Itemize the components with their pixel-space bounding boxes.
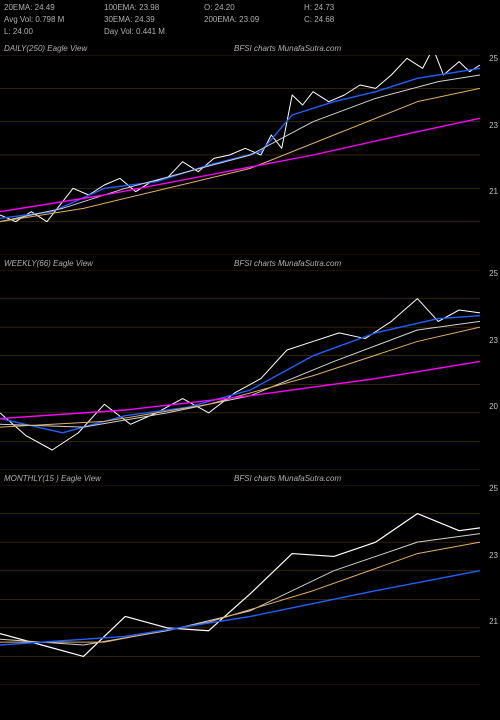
- series-line: [0, 118, 480, 211]
- chart-title-left: DAILY(250) Eagle View: [4, 44, 234, 53]
- series-line: [0, 68, 480, 218]
- chart-title-left: WEEKLY(66) Eagle View: [4, 259, 234, 268]
- stat-ema30: 30EMA: 24.39: [104, 14, 204, 26]
- stat-high: H: 24.73: [304, 2, 404, 14]
- stat-open: O: 24.20: [204, 2, 304, 14]
- chart-panel: 252321: [0, 485, 500, 685]
- chart-title-right: BFSI charts MunafaSutra.com: [234, 259, 341, 268]
- chart-title-right: BFSI charts MunafaSutra.com: [234, 474, 341, 483]
- series-line: [0, 571, 480, 645]
- chart-title-left: MONTHLY(15 ) Eagle View: [4, 474, 234, 483]
- stat-ema100: 100EMA: 23.98: [104, 2, 204, 14]
- series-line: [0, 55, 480, 222]
- chart-panel: 252321: [0, 55, 500, 255]
- header-stats: 20EMA: 24.49 100EMA: 23.98 O: 24.20 H: 2…: [0, 0, 500, 40]
- series-line: [0, 534, 480, 645]
- stat-close: C: 24.68: [304, 14, 404, 26]
- series-line: [0, 327, 480, 427]
- chart-title: MONTHLY(15 ) Eagle ViewBFSI charts Munaf…: [0, 470, 500, 483]
- chart-panel: 252320: [0, 270, 500, 470]
- series-line: [0, 542, 480, 642]
- series-line: [0, 321, 480, 427]
- chart-svg: [0, 55, 500, 255]
- stat-ema20: 20EMA: 24.49: [4, 2, 104, 14]
- series-line: [0, 299, 480, 450]
- chart-title-right: BFSI charts MunafaSutra.com: [234, 44, 341, 53]
- chart-title: DAILY(250) Eagle ViewBFSI charts MunafaS…: [0, 40, 500, 53]
- stat-ema200: 200EMA: 23.09: [204, 14, 304, 26]
- chart-title: WEEKLY(66) Eagle ViewBFSI charts MunafaS…: [0, 255, 500, 268]
- stat-avgvol: Avg Vol: 0.798 M: [4, 14, 104, 26]
- chart-svg: [0, 485, 500, 685]
- stat-low: L: 24.00: [4, 26, 104, 38]
- chart-svg: [0, 270, 500, 470]
- stat-dayvol: Day Vol: 0.441 M: [104, 26, 204, 38]
